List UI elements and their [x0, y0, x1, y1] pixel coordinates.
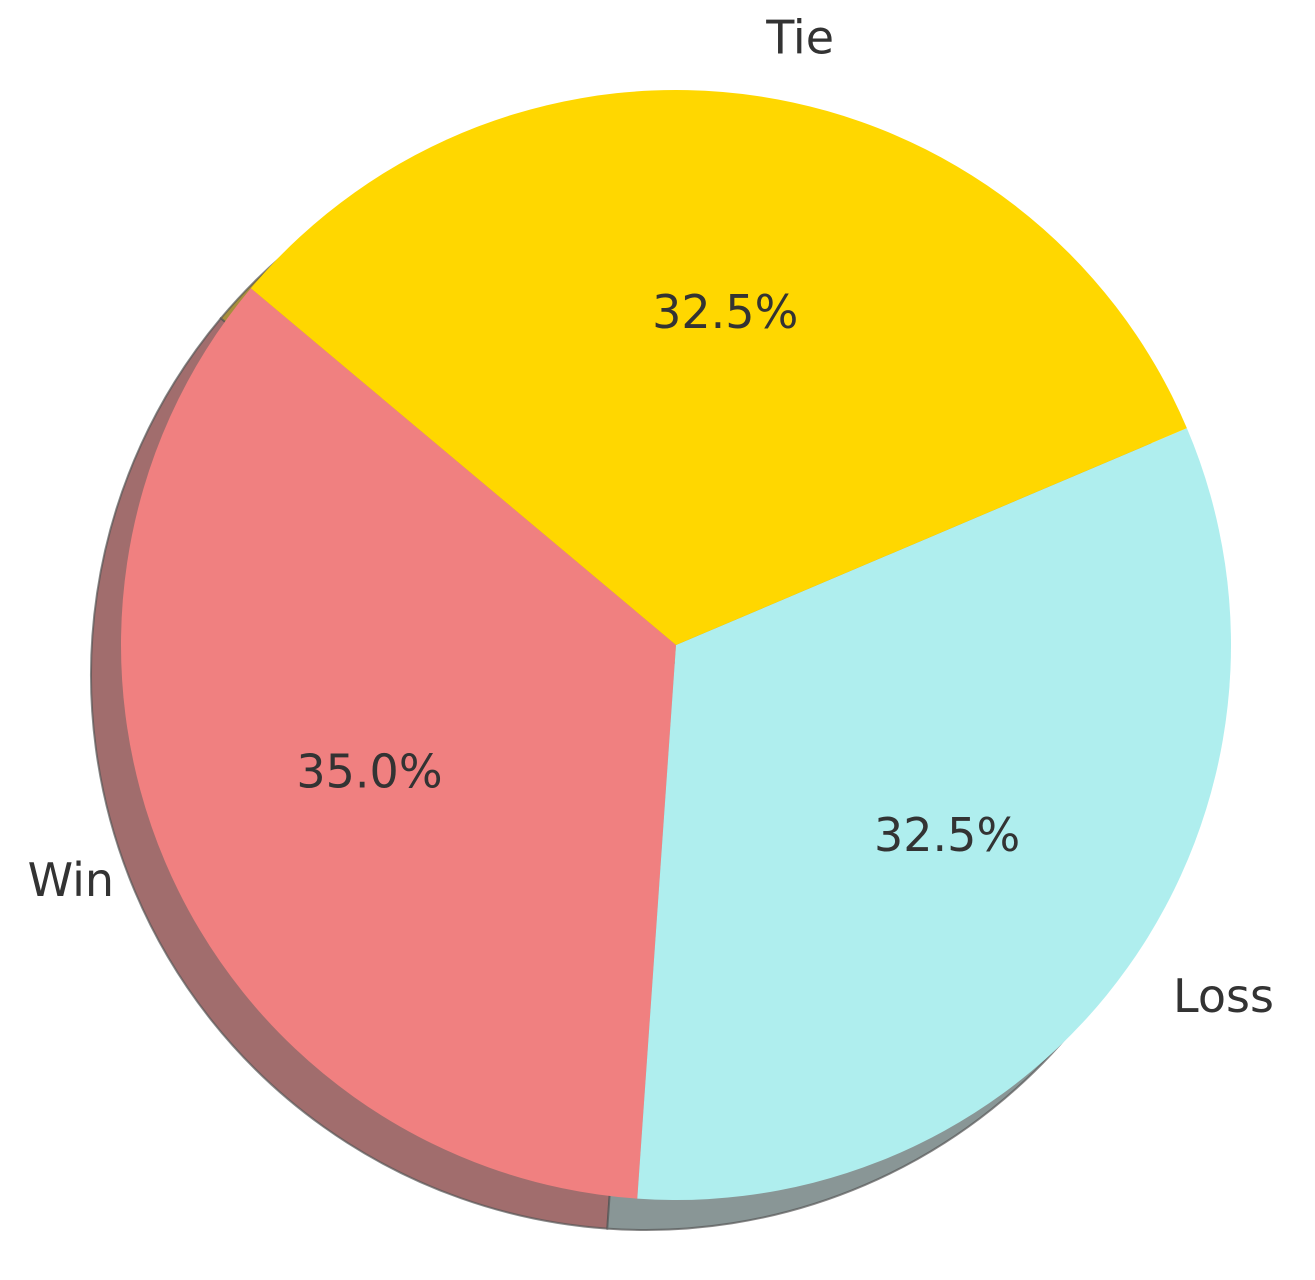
- percent-label-win: 35.0%: [296, 745, 442, 799]
- slice-win: [120, 288, 676, 1199]
- slice-tie: [250, 89, 1187, 645]
- pie-labels: Win 35.0% Loss 32.5% Tie 32.5%: [28, 11, 1274, 1023]
- pie-slices: [120, 89, 1232, 1200]
- category-label-loss: Loss: [1173, 969, 1274, 1023]
- category-label-win: Win: [28, 853, 114, 907]
- slice-loss: [637, 428, 1232, 1200]
- percent-label-loss: 32.5%: [874, 808, 1020, 862]
- category-label-tie: Tie: [765, 11, 834, 65]
- percent-label-tie: 32.5%: [652, 285, 798, 339]
